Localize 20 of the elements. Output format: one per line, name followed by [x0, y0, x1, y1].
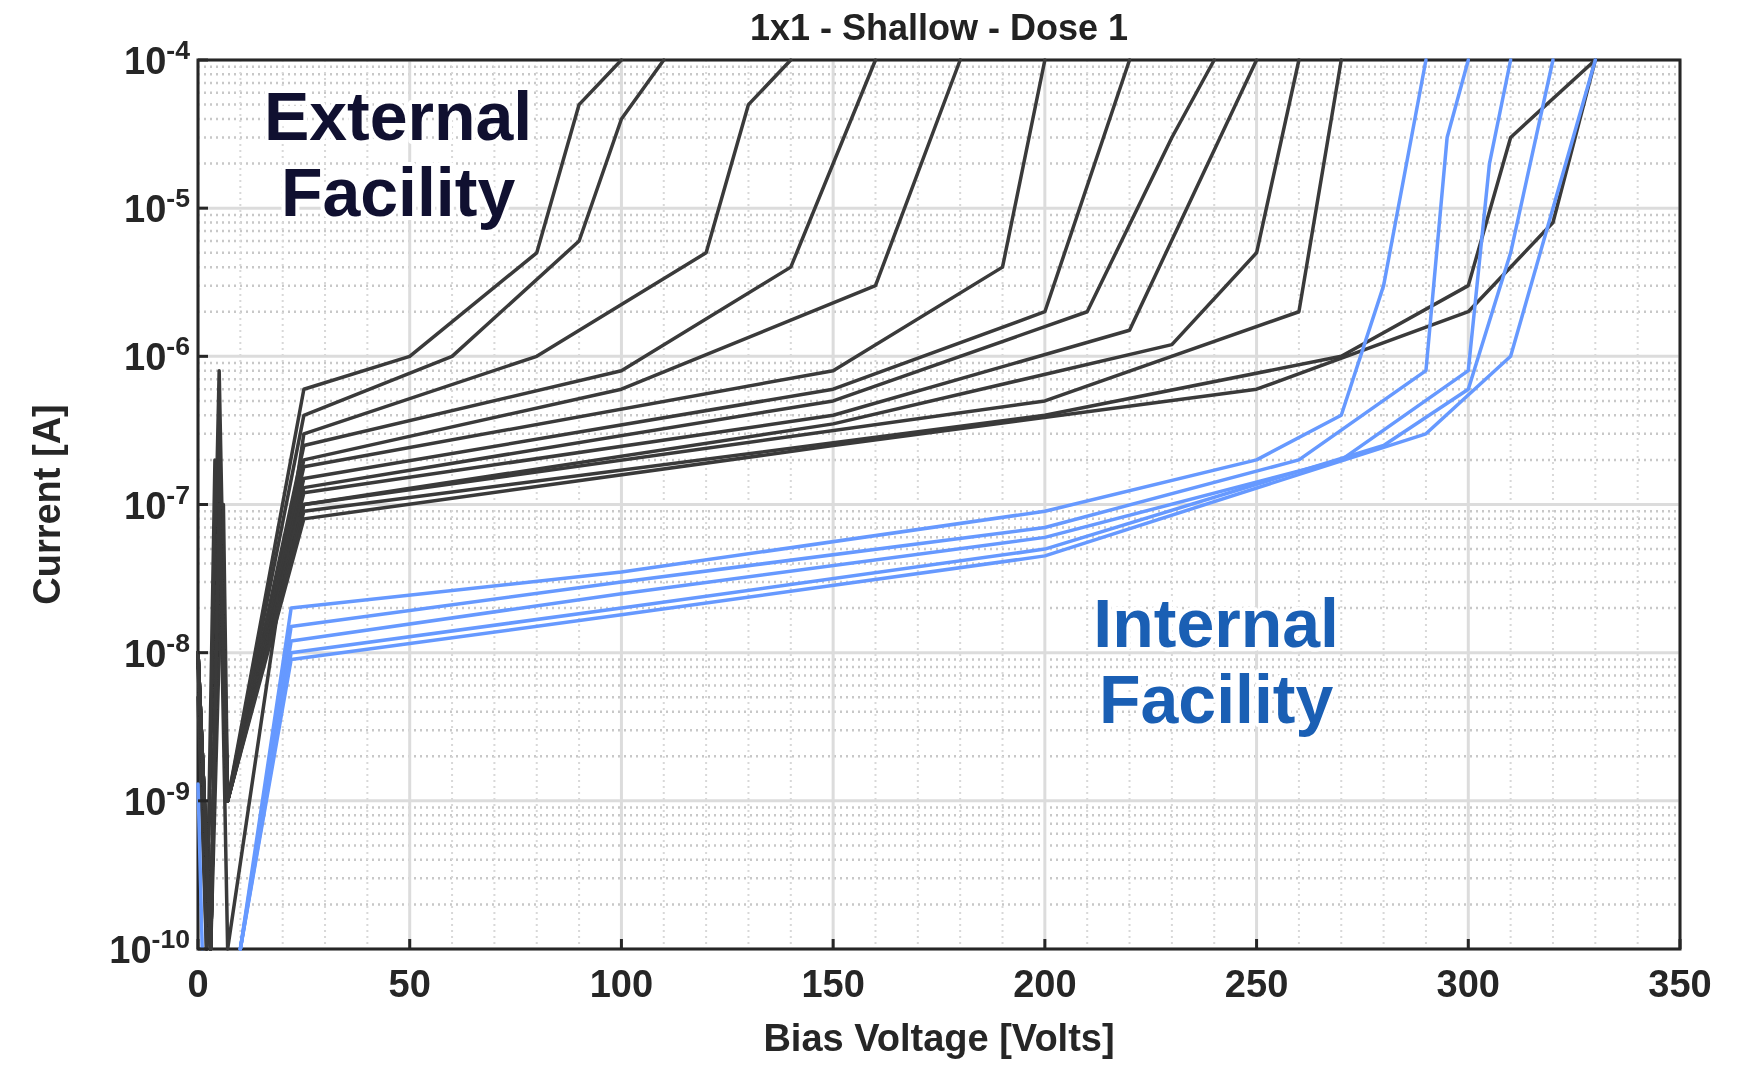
- x-tick-label: 50: [388, 963, 431, 1005]
- y-tick-label: 10$^{-6}$: [124, 331, 190, 379]
- y-tick-label: 10$^{-7}$: [124, 479, 190, 527]
- x-tick-label: 150: [801, 963, 865, 1005]
- y-axis-title: Current [A]: [26, 404, 68, 605]
- x-tick-label: 100: [589, 963, 654, 1005]
- x-tick-label: 350: [1648, 963, 1712, 1005]
- x-tick-label: 300: [1436, 963, 1500, 1005]
- annotation: Internal Facility: [1093, 584, 1339, 737]
- y-tick-label: 10$^{-9}$: [124, 775, 190, 823]
- x-tick-label: 200: [1013, 963, 1077, 1005]
- x-tick-label: 0: [187, 963, 209, 1005]
- annotation: External Facility: [263, 78, 533, 231]
- y-tick-label: 10$^{-8}$: [124, 627, 190, 675]
- chart-title: 1x1 - Shallow - Dose 1: [749, 7, 1129, 48]
- x-tick-label: 250: [1224, 963, 1289, 1005]
- y-tick-label: 10$^{-4}$: [124, 35, 191, 82]
- y-tick-label: 10$^{-10}$: [109, 924, 190, 971]
- x-axis-title: Bias Voltage [Volts]: [763, 1017, 1115, 1059]
- y-tick-label: 10$^{-5}$: [124, 183, 191, 231]
